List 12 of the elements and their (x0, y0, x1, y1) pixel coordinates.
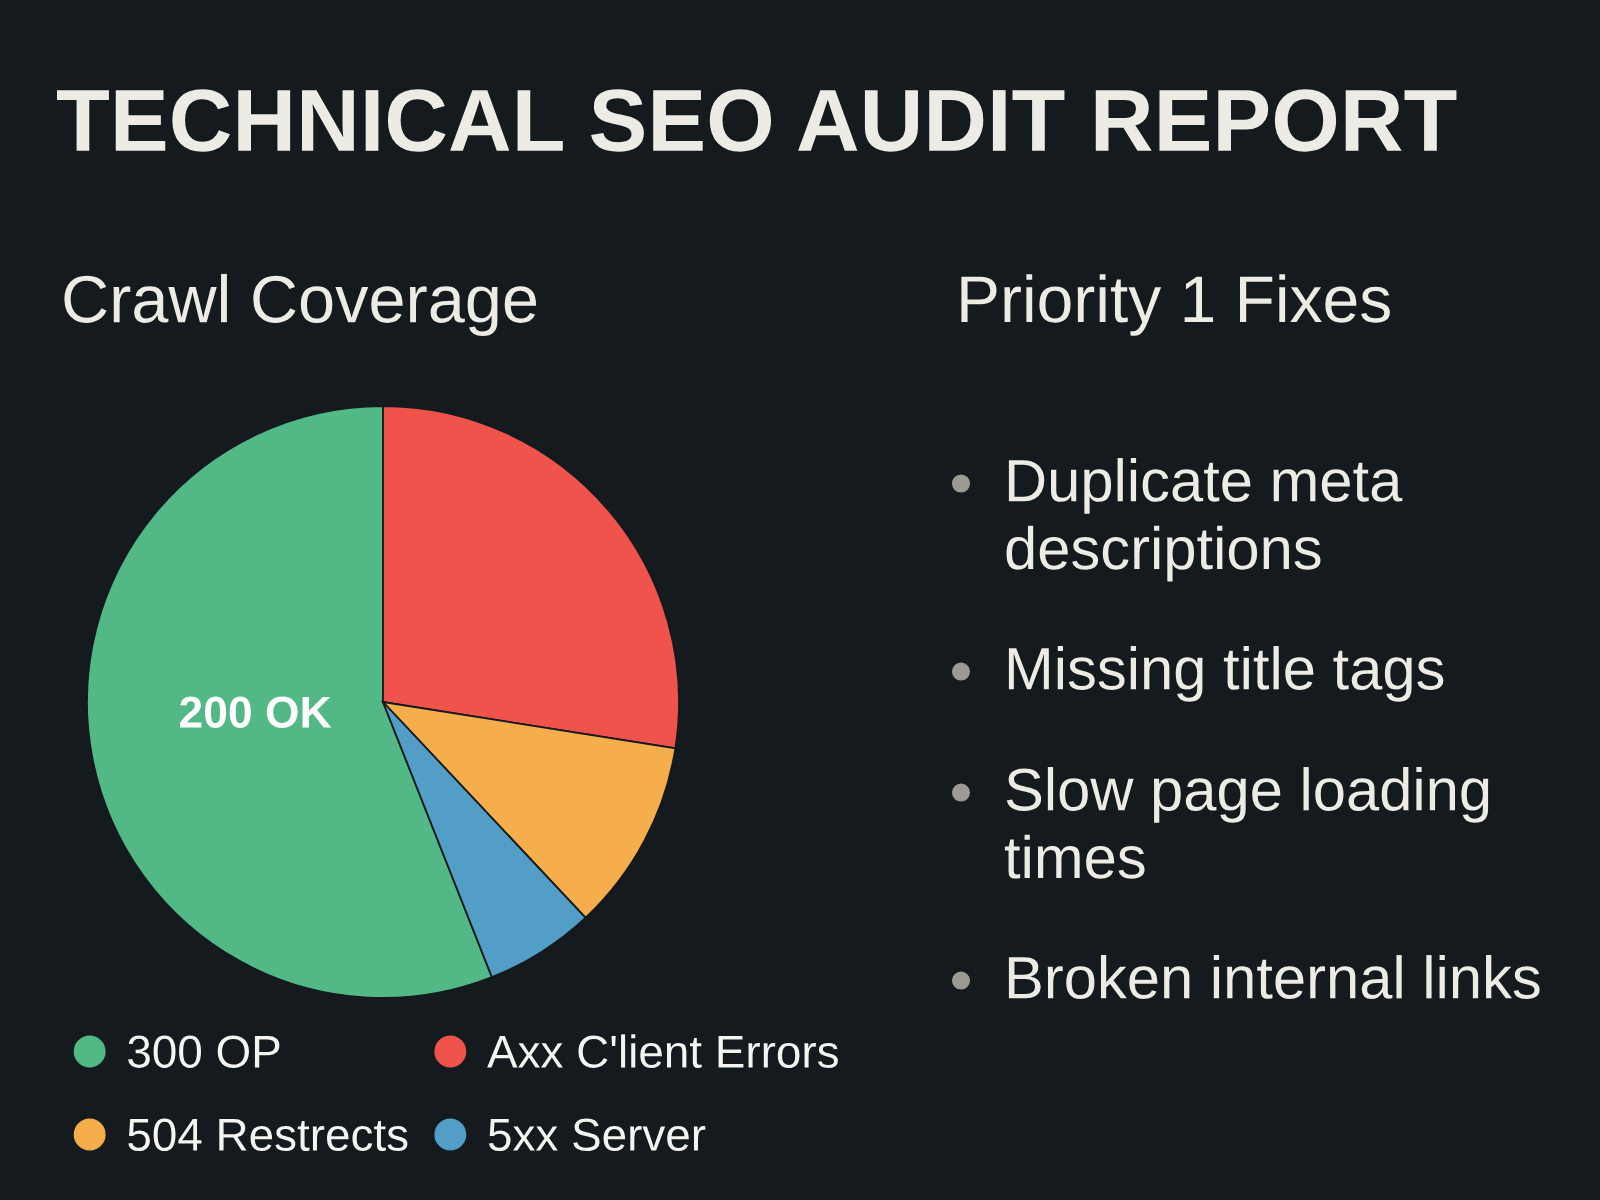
text: Broken internal links (1008, 955, 1540, 999)
chart-title: Crawl Coverage (64, 273, 536, 337)
text: 200 OK (180, 696, 332, 728)
legend-label: 300 OP (128, 1035, 280, 1068)
legend-label: 504 Restrects (128, 1118, 408, 1152)
legend-label: 5xx Server (488, 1118, 706, 1152)
text: Slow page loading times (1004, 767, 1489, 879)
text: Priority 1 Fixes (961, 274, 1390, 336)
legend-label: Axx C'lient Errors (487, 1034, 838, 1068)
text: Missing title tags (1008, 646, 1444, 702)
text: TECHNICAL SEO AUDIT REPORT (56, 89, 1457, 152)
text: Duplicate meta descriptions (1006, 458, 1403, 582)
